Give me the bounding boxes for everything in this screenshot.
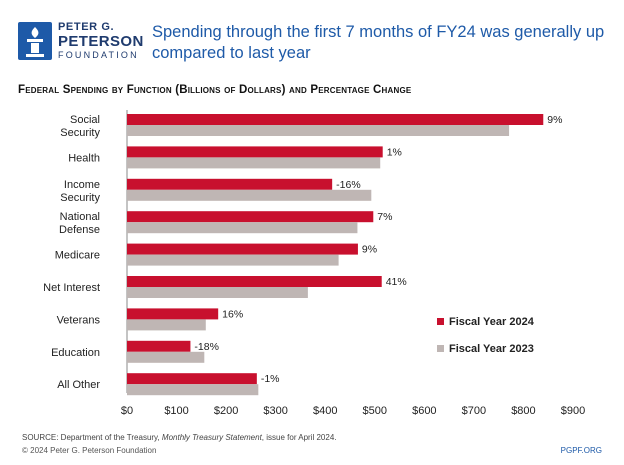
bar-fy2023-veterans [127, 319, 206, 331]
bar-fy2024-health [127, 146, 383, 158]
x-tick-label-3: $300 [263, 405, 287, 417]
bar-fy2023-national-defense [127, 222, 358, 234]
site-link[interactable]: PGPF.ORG [560, 446, 602, 455]
x-tick-label-6: $600 [412, 405, 436, 417]
legend-swatch-fiscal-year-2024 [437, 318, 444, 325]
x-tick-label-5: $500 [363, 405, 387, 417]
legend-label-fiscal-year-2023: Fiscal Year 2023 [449, 343, 534, 355]
logo-line-2: PETERSON [58, 33, 144, 50]
x-tick-label-4: $400 [313, 405, 337, 417]
category-label-veterans: Veterans [57, 314, 101, 326]
copyright: © 2024 Peter G. Peterson Foundation [22, 446, 157, 455]
logo-line-3: FOUNDATION [58, 50, 139, 60]
bar-fy2023-income-security [127, 189, 372, 201]
pct-change-label-veterans: 16% [222, 308, 243, 320]
bar-fy2023-all-other [127, 384, 259, 396]
source-note: SOURCE: Department of the Treasury, Mont… [22, 433, 337, 442]
pct-change-label-social-security: 9% [547, 114, 562, 126]
x-tick-label-0: $0 [121, 405, 133, 417]
pct-change-label-net-interest: 41% [386, 276, 407, 288]
x-tick-label-1: $100 [164, 405, 188, 417]
bar-fy2023-net-interest [127, 287, 308, 298]
category-label-all-other: All Other [57, 379, 100, 391]
legend-label-fiscal-year-2024: Fiscal Year 2024 [449, 316, 535, 328]
bar-fy2023-social-security [127, 125, 510, 136]
bar-fy2024-social-security [127, 114, 544, 125]
bar-fy2023-education [127, 351, 205, 363]
legend-swatch-fiscal-year-2023 [437, 345, 444, 352]
pct-change-label-income-security: -16% [336, 179, 361, 191]
headline: Spending through the first 7 months of F… [152, 23, 605, 62]
category-label-education: Education [51, 347, 100, 359]
x-tick-label-9: $900 [561, 405, 585, 417]
category-label-social-security: Social Security [60, 114, 100, 139]
bar-fy2023-health [127, 157, 381, 169]
x-tick-label-7: $700 [462, 405, 486, 417]
category-label-health: Health [68, 152, 100, 164]
pct-change-label-all-other: -1% [261, 373, 280, 385]
torch-logo-icon [18, 22, 52, 60]
category-label-income-security: Income Security [60, 179, 100, 204]
bar-fy2023-medicare [127, 254, 339, 266]
category-label-national-defense: National Defense [59, 211, 100, 236]
category-label-medicare: Medicare [55, 250, 100, 262]
pct-change-label-national-defense: 7% [377, 211, 392, 223]
bar-fy2024-national-defense [127, 211, 374, 223]
bar-fy2024-net-interest [127, 276, 382, 287]
logo-line-1: PETER G. [58, 21, 115, 33]
pct-change-label-medicare: 9% [362, 244, 377, 256]
chart-title: Federal Spending by Function (Billions o… [18, 84, 412, 96]
pct-change-label-health: 1% [387, 146, 402, 158]
bar-fy2024-veterans [127, 308, 219, 320]
bar-fy2024-education [127, 340, 191, 352]
bar-fy2024-medicare [127, 243, 358, 255]
category-label-net-interest: Net Interest [43, 282, 100, 294]
pgpf-logo: PETER G. PETERSON FOUNDATION [18, 22, 148, 70]
x-tick-label-8: $800 [511, 405, 535, 417]
pct-change-label-education: -18% [194, 341, 219, 353]
x-tick-label-2: $200 [214, 405, 238, 417]
bar-fy2024-all-other [127, 373, 257, 385]
bar-fy2024-income-security [127, 178, 333, 190]
